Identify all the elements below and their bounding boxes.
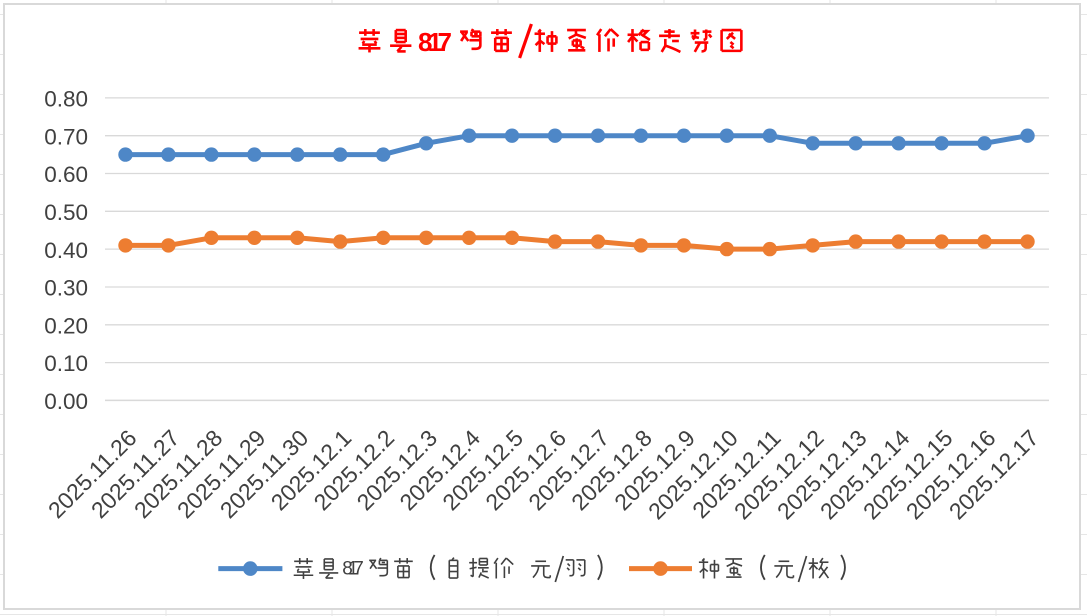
svg-text:0.30: 0.30: [44, 276, 88, 301]
svg-text:817: 817: [418, 27, 452, 57]
svg-text:0.00: 0.00: [44, 389, 88, 414]
svg-text:0.60: 0.60: [44, 162, 88, 187]
svg-text:0.20: 0.20: [44, 313, 88, 338]
svg-text:0.40: 0.40: [44, 238, 88, 263]
svg-text:817: 817: [342, 558, 364, 579]
svg-text:0.70: 0.70: [44, 124, 88, 149]
svg-text:0.80: 0.80: [44, 87, 88, 112]
svg-text:0.10: 0.10: [44, 351, 88, 376]
svg-text:0.50: 0.50: [44, 200, 88, 225]
